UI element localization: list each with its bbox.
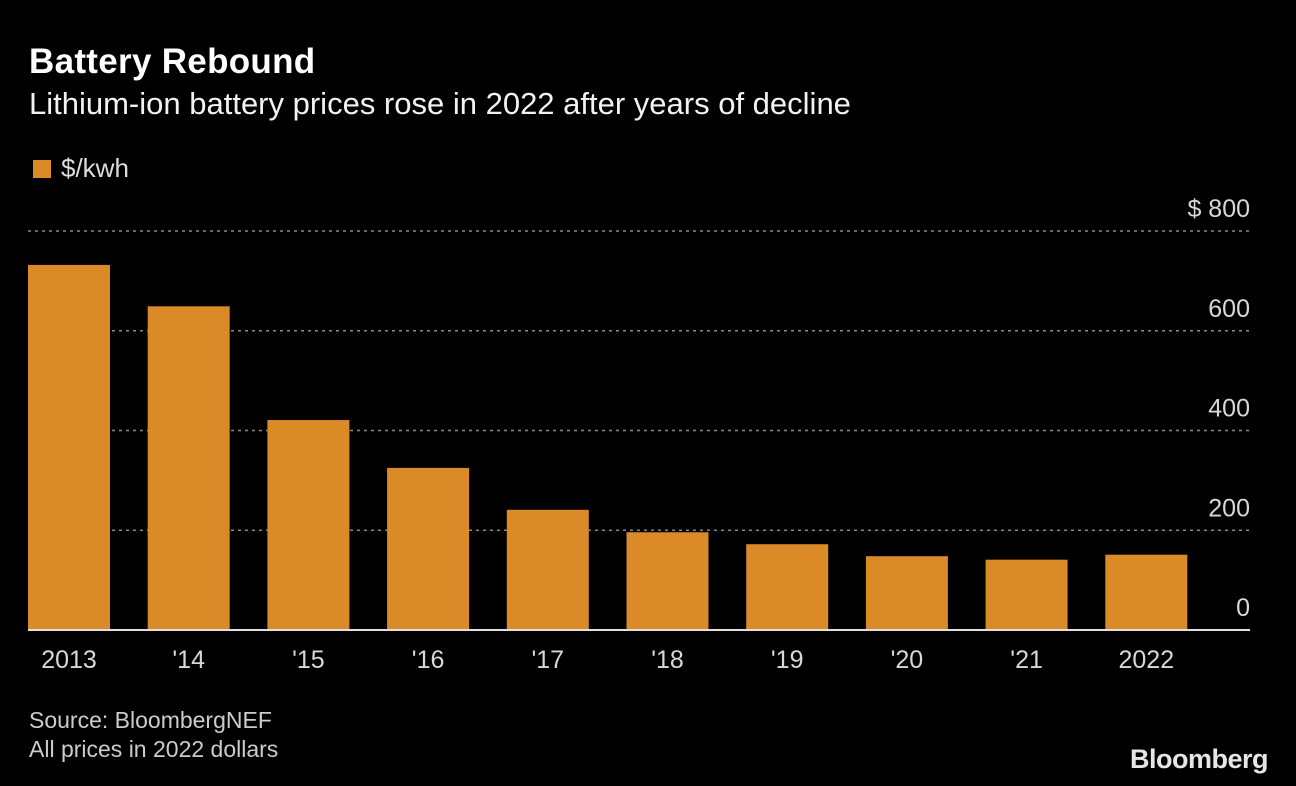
- y-tick-label: 400: [1208, 395, 1250, 423]
- chart-subtitle: Lithium-ion battery prices rose in 2022 …: [29, 86, 851, 121]
- bar-18: [626, 532, 709, 630]
- bar-21: [985, 559, 1068, 630]
- x-tick-label: 2013: [41, 646, 97, 674]
- chart-title: Battery Rebound: [29, 42, 316, 81]
- source-text: Source: BloombergNEF: [29, 707, 272, 733]
- y-tick-label: 200: [1208, 494, 1250, 522]
- x-tick-label: 2022: [1118, 646, 1174, 674]
- price-note: All prices in 2022 dollars: [29, 736, 279, 762]
- x-tick-label: '20: [891, 646, 924, 674]
- bar-20: [865, 556, 948, 630]
- legend: $/kwh: [33, 153, 129, 184]
- bar-15: [267, 420, 350, 630]
- x-tick-label: '19: [771, 646, 804, 674]
- source-note: Source: BloombergNEF All prices in 2022 …: [29, 706, 278, 764]
- y-tick-label: $ 800: [1187, 195, 1250, 223]
- x-tick-label: '15: [292, 646, 325, 674]
- y-tick-label: 0: [1236, 594, 1250, 622]
- y-tick-label: 600: [1208, 295, 1250, 323]
- bar-19: [746, 544, 829, 630]
- x-tick-label: '21: [1010, 646, 1043, 674]
- x-tick-label: '18: [651, 646, 684, 674]
- bar-2022: [1105, 554, 1188, 630]
- bar-17: [506, 509, 589, 630]
- legend-swatch: [33, 159, 51, 178]
- x-tick-label: '14: [172, 646, 205, 674]
- bar-2013: [28, 264, 110, 630]
- bloomberg-logo: Bloomberg: [1129, 744, 1269, 774]
- legend-label: $/kwh: [61, 153, 129, 183]
- x-tick-label: '16: [412, 646, 445, 674]
- bar-14: [147, 306, 230, 630]
- x-tick-label: '17: [532, 646, 565, 674]
- bar-16: [387, 467, 470, 630]
